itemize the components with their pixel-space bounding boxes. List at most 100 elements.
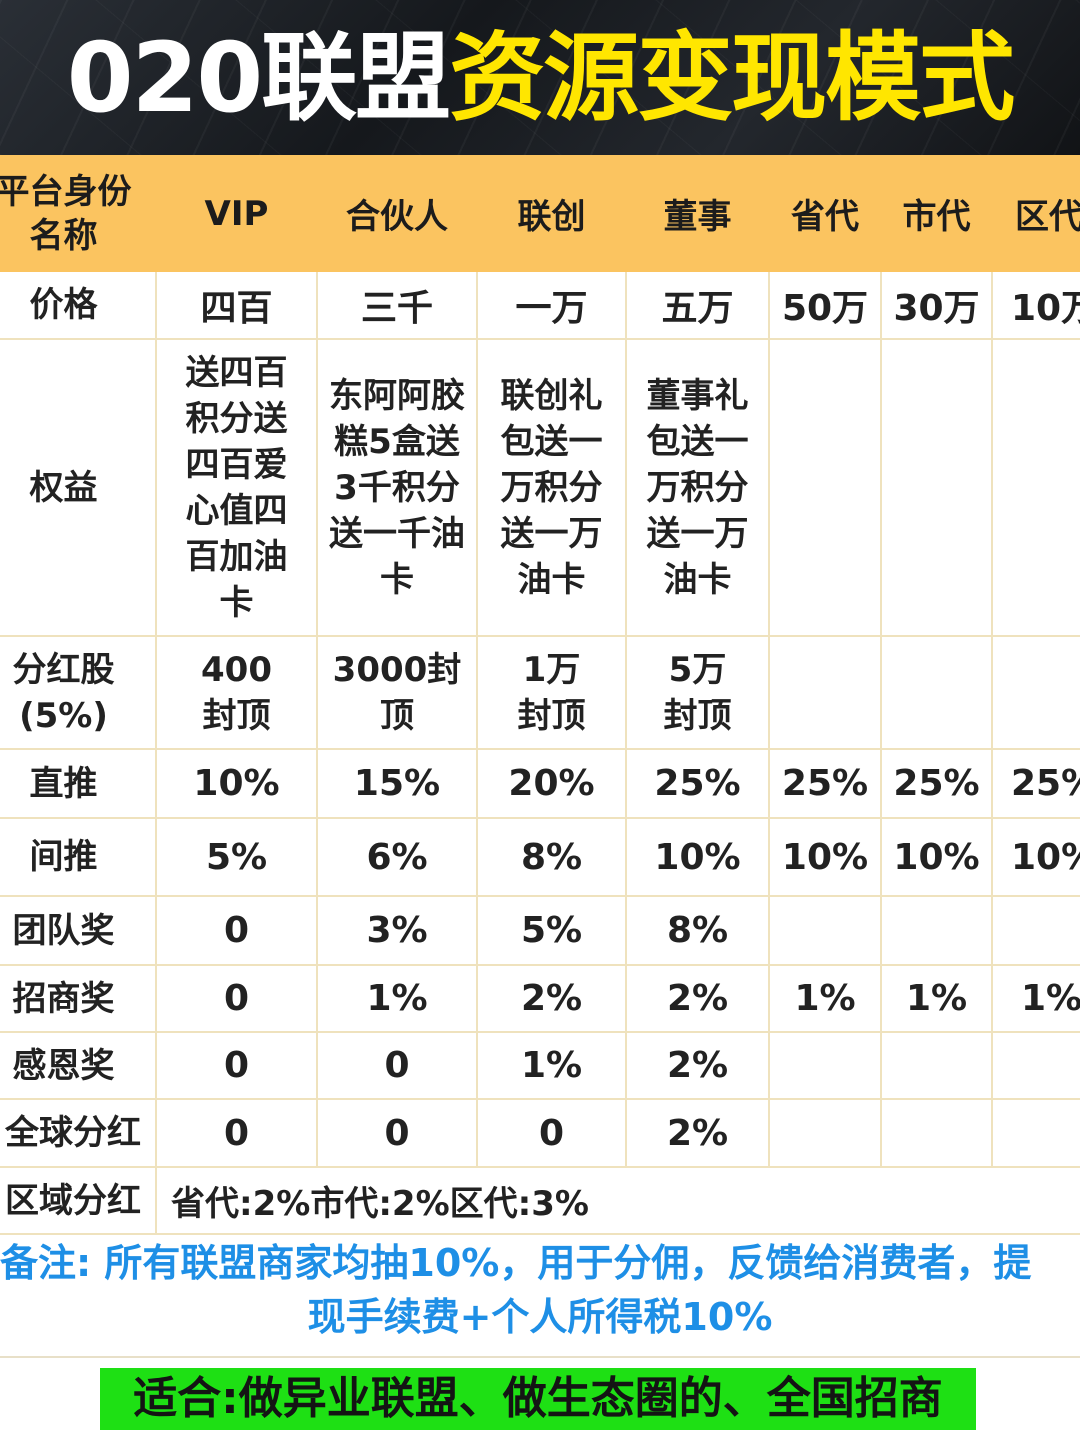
divider — [0, 1356, 1080, 1358]
footer-banner: 适合:做异业联盟、做生态圈的、全国招商 — [100, 1368, 976, 1430]
benefit-vip: 送四百积分送四百爱心值四百加油卡 — [155, 338, 318, 637]
recruit-partner: 1% — [316, 964, 478, 1033]
recruit-city: 1% — [880, 964, 993, 1033]
indirect-partner: 6% — [316, 817, 478, 897]
benefit-district — [991, 338, 1080, 637]
dividend-shares-partner-text: 3000封顶 — [332, 649, 462, 736]
indirect-province: 10% — [768, 817, 882, 897]
direct-label: 直推 — [0, 748, 157, 819]
benefit-cofounder: 联创礼包送一万积分送一万油卡 — [476, 338, 627, 637]
recruit-province: 1% — [768, 964, 882, 1033]
indirect-vip: 5% — [155, 817, 318, 897]
indirect-city: 10% — [880, 817, 993, 897]
direct-director: 25% — [625, 748, 770, 819]
benefit-cofounder-text: 联创礼包送一万积分送一万油卡 — [500, 375, 603, 600]
benefit-director-text: 董事礼包送一万积分送一万油卡 — [646, 375, 749, 600]
price-row: 价格 四百 三千 一万 五万 50万 30万 10万 — [0, 270, 1080, 340]
recruit-director: 2% — [625, 964, 770, 1033]
global-dividend-partner: 0 — [316, 1098, 478, 1168]
gratitude-city — [880, 1031, 993, 1100]
header-province-agent: 省代 — [768, 155, 882, 272]
dividend-shares-cofounder-text: 1万封顶 — [517, 649, 586, 736]
benefit-director: 董事礼包送一万积分送一万油卡 — [625, 338, 770, 637]
header-identity-label: 平台身份名称 — [0, 171, 132, 256]
remark-note: 备注: 所有联盟商家均抽10%，用于分佣，反馈给消费者，提 现手续费+个人所得税… — [0, 1236, 1080, 1344]
dividend-shares-province — [768, 635, 882, 750]
header-partner: 合伙人 — [316, 155, 478, 272]
indirect-row: 间推 5% 6% 8% 10% 10% 10% 10% — [0, 817, 1080, 897]
direct-row: 直推 10% 15% 20% 25% 25% 25% 25% — [0, 748, 1080, 819]
global-dividend-province — [768, 1098, 882, 1168]
recruit-district: 1% — [991, 964, 1080, 1033]
price-province: 50万 — [768, 270, 882, 340]
price-city: 30万 — [880, 270, 993, 340]
indirect-director: 10% — [625, 817, 770, 897]
header-identity: 平台身份名称 — [0, 155, 157, 272]
page-title: 020联盟资源变现模式 — [0, 18, 1080, 138]
team-cofounder: 5% — [476, 895, 627, 966]
dividend-shares-label-text: 分红股(5%) — [12, 649, 115, 736]
indirect-cofounder: 8% — [476, 817, 627, 897]
benefit-partner-text: 东阿阿胶糕5盒送3千积分送一千油卡 — [329, 375, 465, 600]
region-dividend-row: 区域分红 省代:2%市代:2%区代:3% — [0, 1166, 1080, 1235]
global-dividend-cofounder: 0 — [476, 1098, 627, 1168]
gratitude-district — [991, 1031, 1080, 1100]
price-label: 价格 — [0, 270, 157, 340]
team-partner: 3% — [316, 895, 478, 966]
team-director: 8% — [625, 895, 770, 966]
membership-table: 平台身份名称 VIP 合伙人 联创 董事 省代 市代 区代 价格 四百 三千 一… — [0, 155, 1080, 1235]
direct-city: 25% — [880, 748, 993, 819]
dividend-shares-vip-text: 400封顶 — [201, 649, 272, 736]
benefit-city — [880, 338, 993, 637]
header-vip: VIP — [155, 155, 318, 272]
dividend-shares-district — [991, 635, 1080, 750]
benefit-vip-text: 送四百积分送四百爱心值四百加油卡 — [185, 352, 288, 623]
dividend-shares-director-text: 5万封顶 — [663, 649, 732, 736]
dividend-shares-vip: 400封顶 — [155, 635, 318, 750]
title-banner: 020联盟资源变现模式 — [0, 0, 1080, 155]
price-district: 10万 — [991, 270, 1080, 340]
header-district-agent: 区代 — [991, 155, 1080, 272]
global-dividend-row: 全球分红 0 0 0 2% — [0, 1098, 1080, 1168]
price-vip: 四百 — [155, 270, 318, 340]
header-director: 董事 — [625, 155, 770, 272]
benefit-partner: 东阿阿胶糕5盒送3千积分送一千油卡 — [316, 338, 478, 637]
region-dividend-text: 省代:2%市代:2%区代:3% — [155, 1166, 1080, 1235]
title-part-white: 020联盟 — [66, 22, 451, 134]
indirect-district: 10% — [991, 817, 1080, 897]
direct-cofounder: 20% — [476, 748, 627, 819]
global-dividend-label: 全球分红 — [0, 1098, 157, 1168]
global-dividend-city — [880, 1098, 993, 1168]
dividend-shares-city — [880, 635, 993, 750]
price-cofounder: 一万 — [476, 270, 627, 340]
gratitude-partner: 0 — [316, 1031, 478, 1100]
gratitude-cofounder: 1% — [476, 1031, 627, 1100]
recruit-cofounder: 2% — [476, 964, 627, 1033]
global-dividend-vip: 0 — [155, 1098, 318, 1168]
direct-district: 25% — [991, 748, 1080, 819]
header-cofounder: 联创 — [476, 155, 627, 272]
direct-province: 25% — [768, 748, 882, 819]
dividend-shares-partner: 3000封顶 — [316, 635, 478, 750]
dividend-shares-label: 分红股(5%) — [0, 635, 157, 750]
direct-partner: 15% — [316, 748, 478, 819]
price-partner: 三千 — [316, 270, 478, 340]
team-row: 团队奖 0 3% 5% 8% — [0, 895, 1080, 966]
team-label: 团队奖 — [0, 895, 157, 966]
global-dividend-district — [991, 1098, 1080, 1168]
dividend-shares-cofounder: 1万封顶 — [476, 635, 627, 750]
header-row: 平台身份名称 VIP 合伙人 联创 董事 省代 市代 区代 — [0, 155, 1080, 272]
team-city — [880, 895, 993, 966]
banner-texture — [0, 0, 1080, 155]
dividend-shares-director: 5万封顶 — [625, 635, 770, 750]
direct-vip: 10% — [155, 748, 318, 819]
price-director: 五万 — [625, 270, 770, 340]
team-district — [991, 895, 1080, 966]
global-dividend-director: 2% — [625, 1098, 770, 1168]
gratitude-row: 感恩奖 0 0 1% 2% — [0, 1031, 1080, 1100]
title-part-yellow: 资源变现模式 — [449, 22, 1015, 134]
benefit-row: 权益 送四百积分送四百爱心值四百加油卡 东阿阿胶糕5盒送3千积分送一千油卡 联创… — [0, 338, 1080, 637]
team-vip: 0 — [155, 895, 318, 966]
remark-line-1: 备注: 所有联盟商家均抽10%，用于分佣，反馈给消费者，提 — [0, 1241, 1032, 1285]
gratitude-director: 2% — [625, 1031, 770, 1100]
